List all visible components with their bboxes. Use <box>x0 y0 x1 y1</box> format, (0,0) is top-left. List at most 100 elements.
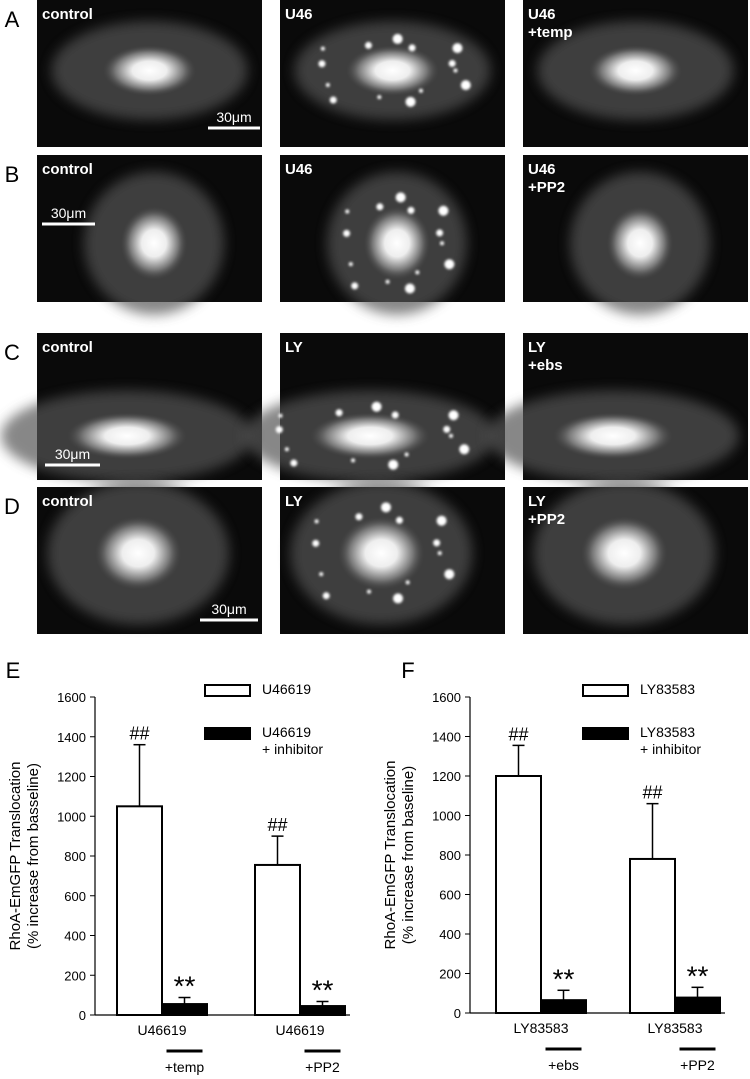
image-caption: control <box>42 6 93 23</box>
punctum <box>433 539 441 547</box>
punctum <box>278 413 283 418</box>
punctum <box>343 229 351 237</box>
punctum <box>335 409 343 417</box>
y-tick-label: 200 <box>64 968 86 983</box>
y-tick-label: 1000 <box>432 809 461 824</box>
y-tick-label: 800 <box>64 849 86 864</box>
punctum <box>329 96 337 104</box>
image-caption: control <box>42 339 93 356</box>
micrograph <box>487 333 748 482</box>
panel-label: C <box>4 340 20 365</box>
legend-label: U46619 <box>262 681 312 697</box>
micrograph <box>523 481 748 634</box>
punctum <box>364 41 372 49</box>
image-caption: control <box>42 493 93 510</box>
punctum <box>345 209 350 214</box>
panel-label: A <box>5 7 20 32</box>
punctum <box>444 569 455 580</box>
punctum <box>322 592 330 600</box>
punctum <box>320 46 325 51</box>
micrograph <box>280 0 505 147</box>
image-caption: U46 <box>285 161 313 178</box>
y-tick-label: 1400 <box>57 730 86 745</box>
image-caption: LY <box>285 493 303 510</box>
punctum <box>314 519 319 524</box>
significance-mark: ## <box>267 815 287 835</box>
treatment-label: +ebs <box>548 1057 579 1073</box>
punctum <box>404 452 409 457</box>
significance-mark: ## <box>508 724 528 744</box>
y-axis-label: RhoA-EmGFP Translocation <box>382 761 399 950</box>
y-tick-label: 600 <box>64 889 86 904</box>
micrograph <box>37 155 262 315</box>
punctum <box>284 447 289 452</box>
image-caption: LY +PP2 <box>528 493 566 528</box>
scale-bar-label: 30μm <box>216 109 251 125</box>
punctum <box>449 433 453 438</box>
y-tick-label: 400 <box>439 927 461 942</box>
legend-swatch <box>582 684 629 697</box>
punctum <box>438 205 449 216</box>
legend-swatch <box>582 727 629 740</box>
scale-bar-label: 30μm <box>51 205 86 221</box>
image-caption: U46 +temp <box>528 6 573 41</box>
x-tick-label: LY83583 <box>647 1020 702 1036</box>
punctum <box>405 96 416 107</box>
punctum <box>437 551 442 556</box>
micrograph <box>37 481 262 634</box>
y-tick-label: 1200 <box>57 770 86 785</box>
bar <box>161 1003 208 1016</box>
punctum <box>391 411 399 419</box>
punctum <box>444 259 455 270</box>
punctum <box>448 59 456 67</box>
significance-mark: ## <box>642 783 662 803</box>
punctum <box>452 43 463 54</box>
bar <box>674 996 721 1014</box>
punctum <box>453 68 458 73</box>
micrograph <box>1 333 262 482</box>
significance-mark: ** <box>553 963 575 994</box>
significance-mark: ** <box>687 960 709 991</box>
punctum <box>348 262 353 267</box>
scale-bar-label: 30μm <box>211 601 246 617</box>
punctum <box>460 80 471 91</box>
y-tick-label: 200 <box>439 967 461 982</box>
punctum <box>407 206 415 214</box>
punctum <box>418 88 423 93</box>
punctum <box>376 203 384 211</box>
punctum <box>443 425 451 433</box>
bar <box>629 857 676 1015</box>
bar <box>299 1005 346 1017</box>
x-tick-label: U46619 <box>275 1022 324 1038</box>
punctum <box>377 95 382 100</box>
punctum <box>405 580 410 585</box>
cell-nucleus <box>550 411 676 461</box>
bar <box>495 775 542 1014</box>
cell-nucleus <box>64 411 190 461</box>
panel-label: F <box>401 658 414 683</box>
legend-label: LY83583 + inhibitor <box>640 724 702 757</box>
significance-mark: ** <box>174 971 196 1002</box>
y-tick-label: 1600 <box>57 690 86 705</box>
punctum <box>351 458 356 463</box>
cell-nucleus <box>586 43 685 98</box>
legend-label: LY83583 <box>640 681 696 697</box>
image-caption: LY +ebs <box>528 339 563 374</box>
panel-label: E <box>6 658 21 683</box>
punctum <box>319 572 324 577</box>
cell-nucleus <box>362 204 432 282</box>
punctum <box>436 229 444 237</box>
punctum <box>395 192 406 203</box>
punctum <box>404 283 415 294</box>
y-axis-label: (% increase from basseline) <box>25 763 42 949</box>
punctum <box>415 270 420 275</box>
scale-bar-label: 30μm <box>55 446 90 462</box>
y-tick-label: 0 <box>454 1006 461 1021</box>
punctum <box>318 60 326 68</box>
treatment-label: +PP2 <box>305 1059 340 1075</box>
panel-label: B <box>5 162 20 187</box>
y-tick-label: 1000 <box>57 809 86 824</box>
bar <box>116 805 163 1016</box>
legend-label: U46619 + inhibitor <box>262 724 324 757</box>
